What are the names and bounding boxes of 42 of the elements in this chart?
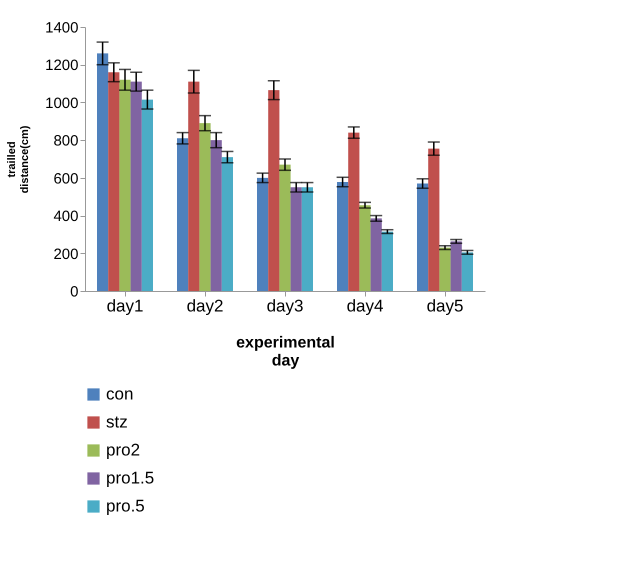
bar <box>130 82 142 291</box>
y-tick-label: 1000 <box>45 94 78 112</box>
y-axis-title: trailled distance(cm) <box>6 125 32 194</box>
bar <box>302 187 313 291</box>
bar <box>222 157 233 291</box>
legend-label: pro1.5 <box>106 468 154 488</box>
y-tick-label: 400 <box>53 208 78 226</box>
bar <box>417 184 428 291</box>
x-tick-label: day2 <box>186 296 224 316</box>
y-tick-label: 600 <box>53 170 78 188</box>
bar <box>257 178 268 291</box>
bar <box>348 132 360 291</box>
bar <box>210 140 222 291</box>
bar <box>97 53 108 291</box>
y-tick-label: 0 <box>70 284 78 300</box>
legend-label: stz <box>106 412 128 432</box>
legend-label: con <box>106 384 134 404</box>
x-tick-label: day1 <box>106 296 144 316</box>
x-tick-label: day5 <box>426 296 464 316</box>
bar <box>188 82 200 291</box>
x-tick-label: day4 <box>346 296 384 316</box>
legend-label: pro2 <box>106 440 140 460</box>
bar <box>119 80 131 291</box>
bar <box>279 164 291 291</box>
bar <box>337 182 348 291</box>
bar <box>268 90 280 291</box>
bar <box>370 218 382 291</box>
bar <box>428 148 440 291</box>
y-tick-label: 800 <box>53 132 78 150</box>
bar <box>199 123 211 291</box>
bar <box>108 72 120 291</box>
bar <box>439 248 451 291</box>
x-tick-label: day3 <box>266 296 304 316</box>
bar <box>142 100 153 291</box>
y-tick-label: 1400 <box>45 20 78 36</box>
x-axis-title: experimental day <box>236 334 335 370</box>
y-tick-label: 1200 <box>45 57 78 74</box>
y-tick-label: 200 <box>53 246 78 263</box>
bar <box>359 205 371 291</box>
legend-label: pro.5 <box>106 496 145 516</box>
bar <box>177 138 188 291</box>
bar <box>290 187 302 291</box>
